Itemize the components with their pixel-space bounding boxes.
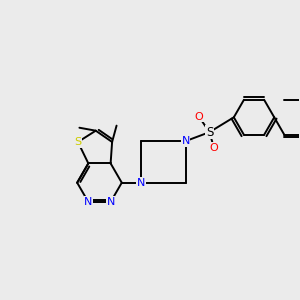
Text: O: O <box>195 112 203 122</box>
Text: S: S <box>74 137 82 147</box>
Text: N: N <box>106 197 115 207</box>
Text: S: S <box>206 126 213 139</box>
Text: N: N <box>84 197 92 207</box>
Text: N: N <box>137 178 145 188</box>
Text: O: O <box>209 142 218 153</box>
Text: N: N <box>182 136 190 146</box>
